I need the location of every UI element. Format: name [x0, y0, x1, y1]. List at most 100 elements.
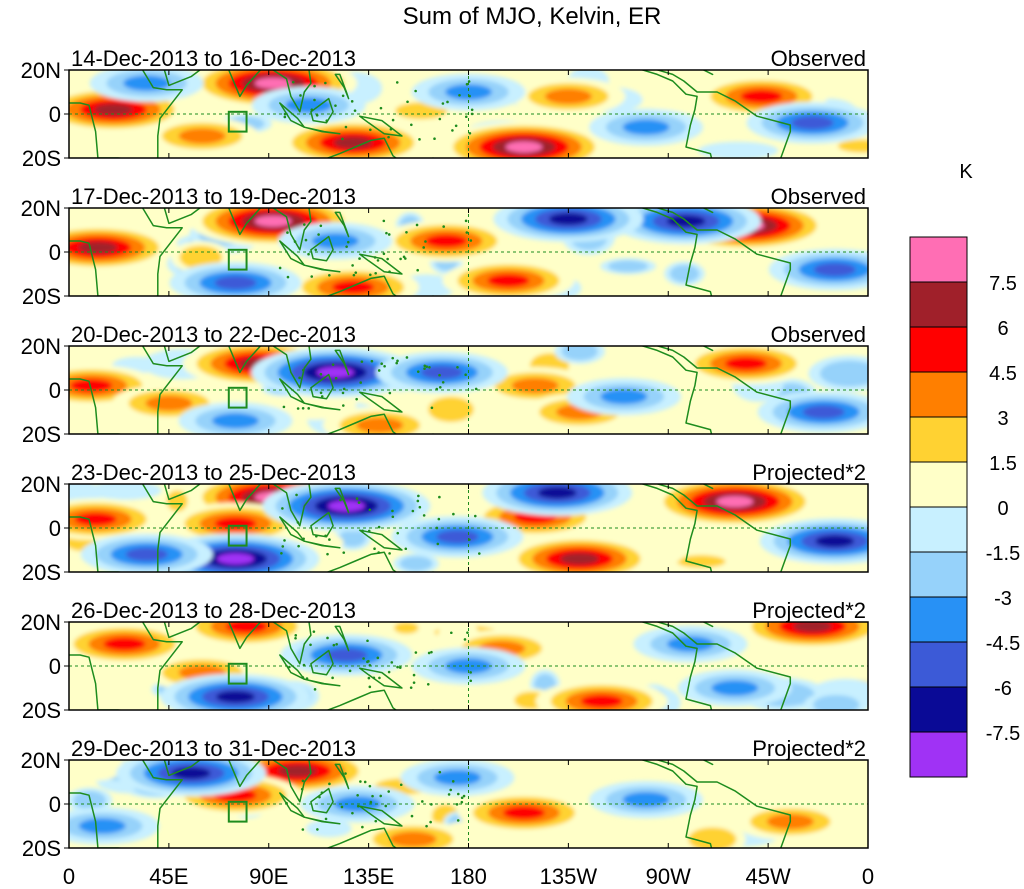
anomaly-contour — [433, 769, 481, 786]
island — [383, 364, 386, 368]
x-tick-label: 135E — [343, 864, 394, 889]
island — [278, 266, 282, 270]
anomaly-contour — [813, 262, 856, 277]
island — [313, 688, 317, 691]
panels: 20N 0 20S 14-Dec-2013 to 16-Dec-2013 Observe… — [21, 46, 869, 861]
x-tick-label: 90W — [646, 864, 691, 889]
island — [345, 245, 348, 248]
island — [301, 406, 305, 410]
coastline — [702, 70, 714, 76]
island — [372, 676, 376, 680]
index-box — [227, 386, 248, 409]
island — [388, 552, 391, 555]
anomaly-contour — [544, 88, 592, 105]
y-tick-label: 20N — [21, 610, 61, 635]
island — [296, 407, 300, 410]
texture-contour — [688, 827, 737, 848]
island — [371, 794, 374, 798]
anomaly-contour — [622, 119, 670, 135]
island — [368, 685, 372, 689]
island — [315, 534, 318, 538]
island — [380, 362, 383, 366]
island — [301, 828, 305, 831]
island — [404, 257, 407, 260]
island — [342, 387, 346, 391]
anomaly-contour — [171, 767, 211, 780]
coastline — [640, 760, 792, 848]
island — [342, 551, 346, 554]
index-box — [227, 524, 248, 547]
island — [386, 257, 389, 261]
island — [439, 385, 442, 389]
anomaly-contour — [711, 680, 759, 696]
island — [418, 138, 421, 141]
island — [464, 115, 468, 119]
anomaly-contour — [316, 366, 354, 378]
texture-contour — [697, 777, 757, 812]
texture-contour — [819, 360, 868, 387]
island — [362, 657, 365, 660]
panel-type-label: Projected*2 — [752, 598, 866, 623]
coastline — [227, 484, 262, 512]
island — [374, 819, 378, 823]
anomaly-contour — [214, 276, 257, 290]
island — [301, 368, 305, 372]
coastline — [325, 689, 398, 710]
island — [341, 94, 345, 98]
coastline — [702, 208, 714, 214]
coastline — [227, 346, 262, 374]
island — [294, 634, 298, 637]
anomaly-contour — [791, 116, 834, 130]
x-tick-label: 45E — [149, 864, 188, 889]
island — [367, 529, 371, 533]
island — [373, 256, 377, 259]
island — [328, 782, 331, 786]
island — [385, 231, 388, 235]
panel-date-label: 26-Dec-2013 to 28-Dec-2013 — [71, 598, 356, 623]
island — [412, 673, 416, 677]
island — [468, 131, 472, 135]
colorbar-swatch — [909, 551, 968, 598]
coastline — [334, 763, 350, 790]
island — [286, 231, 289, 234]
island — [353, 109, 357, 112]
anomaly-contour — [445, 84, 492, 100]
coastline — [358, 253, 403, 275]
island — [359, 780, 362, 783]
anomaly-contour — [285, 97, 333, 113]
island — [451, 780, 455, 783]
island — [369, 800, 373, 804]
island — [410, 123, 413, 127]
anomaly-contour — [815, 535, 855, 548]
coastline — [334, 349, 350, 376]
island — [460, 800, 464, 804]
anomaly-field — [69, 70, 868, 158]
anomaly-contour — [217, 553, 254, 565]
coastline — [310, 649, 334, 676]
coastline — [640, 208, 792, 296]
island — [438, 373, 441, 377]
coastline — [272, 346, 312, 389]
island — [398, 409, 402, 413]
anomaly-contour — [123, 75, 171, 91]
coastlines — [69, 484, 792, 572]
island — [351, 264, 354, 267]
coastline — [303, 402, 341, 411]
coastlines — [69, 70, 792, 158]
island — [391, 356, 395, 360]
island — [414, 651, 418, 654]
anomaly-contour — [622, 791, 670, 808]
anomaly-field — [69, 484, 868, 572]
island — [346, 240, 350, 244]
coastline — [702, 484, 714, 490]
island — [368, 784, 372, 788]
colorbar-label: -4.5 — [986, 633, 1020, 655]
island — [436, 542, 440, 546]
island — [391, 515, 395, 519]
island — [409, 686, 413, 689]
island — [414, 89, 417, 93]
anomaly-contour — [487, 273, 530, 288]
island — [441, 380, 445, 384]
island — [297, 544, 300, 548]
